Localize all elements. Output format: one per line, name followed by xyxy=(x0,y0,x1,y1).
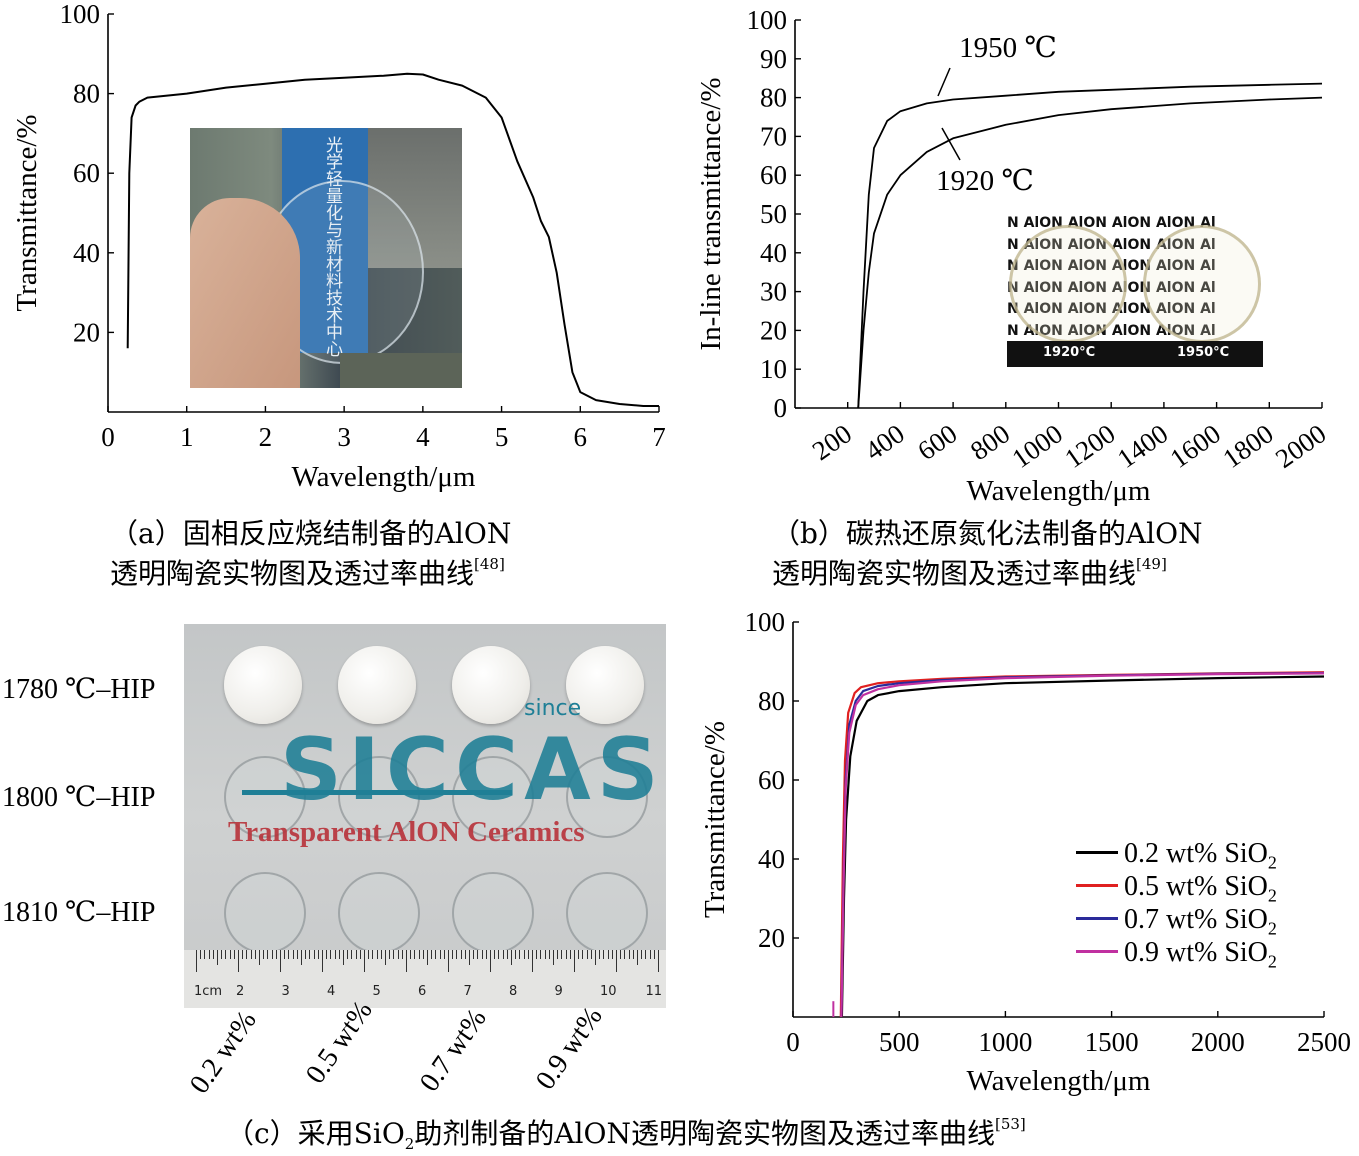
x-tick-label: 1000 xyxy=(978,1027,1032,1057)
inset-photo-discs-on-text: N AlON AlON AlON AlON Al N AlON AlON AlO… xyxy=(1007,213,1263,367)
since-text: since xyxy=(524,696,582,721)
x-tick-label: 1500 xyxy=(1085,1027,1139,1057)
caption-c: （c）采用SiO2助剂制备的AlON透明陶瓷实物图及透过率曲线[53] xyxy=(226,1115,1026,1153)
sample-disc xyxy=(338,646,416,724)
leader-1950 xyxy=(937,67,951,97)
label-1950: 1950°C xyxy=(1177,345,1230,360)
series-line-1 xyxy=(857,96,1323,409)
y-tick-label: 30 xyxy=(760,277,787,307)
sample-disc xyxy=(224,872,306,954)
x-axis-label: Wavelength/μm xyxy=(967,1065,1151,1097)
ruler-number: 7 xyxy=(463,984,472,999)
ruler-number: 11 xyxy=(645,984,663,999)
row-label-1780: 1780 ℃–HIP xyxy=(2,674,156,705)
y-tick-label: 60 xyxy=(758,765,785,795)
x-tick-label: 5 xyxy=(495,422,509,452)
legend-item: 0.7 wt% SiO2 xyxy=(1124,904,1277,939)
legend-swatch xyxy=(1076,950,1118,953)
series-line-0 xyxy=(857,82,1323,409)
caption-a: （a）固相反应烧结制备的AlON 透明陶瓷实物图及透过率曲线[48] xyxy=(110,517,512,590)
y-tick-label: 100 xyxy=(745,607,786,637)
x-tick-label: 6 xyxy=(574,422,588,452)
ruler-number: 4 xyxy=(327,984,336,999)
y-tick-label: 60 xyxy=(760,160,787,190)
label-1950: 1950 ℃ xyxy=(959,32,1057,64)
ruler-number: 8 xyxy=(509,984,518,999)
ruler-number: 5 xyxy=(372,984,381,999)
y-tick-label: 80 xyxy=(758,686,785,716)
x-tick-label: 500 xyxy=(879,1027,920,1057)
hand xyxy=(190,198,300,388)
x-tick-label: 2000 xyxy=(1191,1027,1245,1057)
siccas-logo: SICCAS xyxy=(280,720,665,820)
y-tick-label: 70 xyxy=(760,121,787,151)
sample-disc xyxy=(452,646,530,724)
y-tick-label: 40 xyxy=(760,238,787,268)
x-tick-label: 1 xyxy=(180,422,194,452)
y-tick-label: 40 xyxy=(73,238,100,268)
label-1920: 1920 ℃ xyxy=(936,165,1034,197)
y-tick-label: 60 xyxy=(73,158,100,188)
y-axis-label: In-line transmittance/% xyxy=(695,78,727,351)
sample-disc xyxy=(224,646,302,724)
sample-disc xyxy=(338,756,420,838)
y-tick-label: 20 xyxy=(73,317,100,347)
x-tick-label: 0 xyxy=(101,422,115,452)
y-tick-label: 80 xyxy=(73,79,100,109)
y-tick-label: 100 xyxy=(747,5,788,35)
y-tick-label: 20 xyxy=(760,315,787,345)
caption-b: （b）碳热还原氮化法制备的AlON 透明陶瓷实物图及透过率曲线[49] xyxy=(772,517,1203,590)
x-tick-label: 0 xyxy=(786,1027,800,1057)
label-1920: 1920°C xyxy=(1043,345,1096,360)
series-line-3 xyxy=(840,672,1325,1018)
ruler-number: 6 xyxy=(418,984,427,999)
legend-swatch xyxy=(1076,917,1118,920)
series-line-0 xyxy=(126,72,659,407)
sample-disc xyxy=(452,756,534,838)
y-tick-label: 50 xyxy=(760,199,787,229)
legend-swatch xyxy=(1076,884,1118,887)
banner-text: Transparent AlON Ceramics xyxy=(228,816,585,848)
leader-1920 xyxy=(941,127,961,161)
sample-photo: SICCAS since Transparent AlON Ceramics 2… xyxy=(184,624,666,1008)
legend-item: 0.9 wt% SiO2 xyxy=(1124,937,1277,972)
y-tick-label: 40 xyxy=(758,844,785,874)
y-axis-label: Transmittance/% xyxy=(11,114,43,311)
ruler: 2 3 4 5 6 7 8 9 10 11 1cm xyxy=(184,950,666,1008)
ruler-number: 9 xyxy=(554,984,563,999)
sample-disc xyxy=(338,872,420,954)
row-label-1800: 1800 ℃–HIP xyxy=(2,782,156,813)
x-tick-label: 7 xyxy=(652,422,666,452)
x-tick-label: 3 xyxy=(337,422,351,452)
x-tick-label: 2 xyxy=(259,422,273,452)
y-tick-label: 100 xyxy=(60,0,101,29)
sample-disc xyxy=(224,756,306,838)
y-tick-label: 0 xyxy=(774,393,788,423)
y-axis-label: Transmittance/% xyxy=(699,721,731,918)
legend-item: 0.2 wt% SiO2 xyxy=(1124,838,1277,873)
ruler-unit: 1cm xyxy=(194,984,223,999)
sample-disc xyxy=(566,646,644,724)
legend-item: 0.5 wt% SiO2 xyxy=(1124,871,1277,906)
y-tick-label: 90 xyxy=(760,44,787,74)
ruler-number: 3 xyxy=(281,984,290,999)
sample-disc xyxy=(566,756,648,838)
ruler-number: 2 xyxy=(236,984,245,999)
ruler-number: 10 xyxy=(600,984,617,999)
x-axis-label: Wavelength/μm xyxy=(292,461,476,493)
x-tick-label: 2500 xyxy=(1297,1027,1351,1057)
row-label-1810: 1810 ℃–HIP xyxy=(2,897,156,928)
y-tick-label: 80 xyxy=(760,83,787,113)
inset-photo-disc: 光学轻量化与新材料技术中心 xyxy=(190,128,462,388)
y-tick-label: 20 xyxy=(758,923,785,953)
legend-swatch xyxy=(1076,851,1118,854)
x-axis-label: Wavelength/μm xyxy=(967,475,1151,507)
sample-disc xyxy=(566,872,648,954)
y-tick-label: 10 xyxy=(760,354,787,384)
x-tick-label: 4 xyxy=(416,422,430,452)
